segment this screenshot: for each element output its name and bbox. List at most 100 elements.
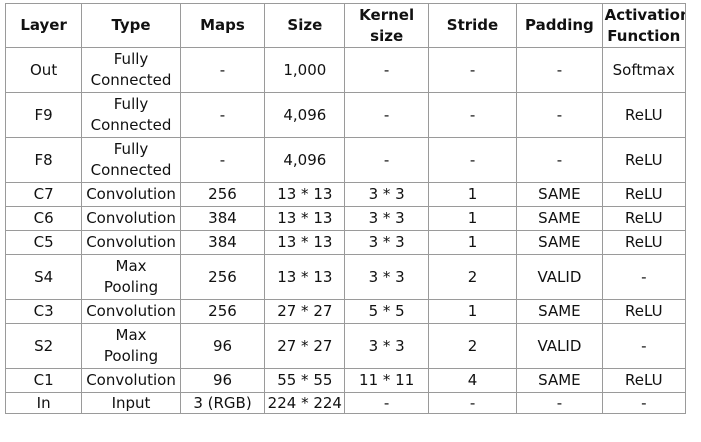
header-row: Layer Type Maps Size Kernel size Stride Padding… bbox=[4, 3, 687, 48]
cell-type-line: Max bbox=[115, 326, 147, 344]
cell-activation: - bbox=[601, 254, 687, 300]
cell-padding: SAME bbox=[516, 206, 603, 231]
cell-padding: SAME bbox=[516, 368, 603, 393]
cell-kernel: - bbox=[344, 137, 429, 183]
table-row: F9 Fully Connected -4,096- - - ReLU bbox=[4, 92, 687, 138]
column-header-stride: Stride bbox=[427, 3, 518, 48]
cell-activation: Softmax bbox=[601, 47, 687, 93]
cell-padding: SAME bbox=[516, 299, 603, 324]
cell-activation: ReLU bbox=[601, 230, 687, 255]
table-row: C6 Convolution 384 13 * 13 3 * 3 1 SAME ReLU bbox=[4, 206, 687, 231]
cell-layer: C5 bbox=[4, 230, 83, 255]
cell-type-line: Fully bbox=[113, 50, 149, 68]
cell-type: Convolution bbox=[81, 299, 181, 324]
cell-padding: - bbox=[516, 47, 603, 93]
cell-maps: 96 bbox=[179, 368, 266, 393]
table-row: F8 Fully Connected -4,096- - - ReLU bbox=[4, 137, 687, 183]
cnn-architecture-table: Layer Type Maps Size Kernel size Stride Padding… bbox=[4, 3, 687, 414]
cell-size: 13 * 13 bbox=[264, 254, 346, 300]
cell-layer: C3 bbox=[4, 299, 83, 324]
cell-stride: 1 bbox=[427, 206, 518, 231]
column-header-maps-line: Maps bbox=[200, 16, 245, 34]
table-header: Layer Type Maps Size Kernel size Stride Padding… bbox=[4, 3, 687, 48]
cell-activation: ReLU bbox=[601, 92, 687, 138]
cell-type-line: Pooling bbox=[103, 347, 159, 365]
cell-layer: C1 bbox=[4, 368, 83, 393]
table-row: Out Fully Connected -1,000- - - Softmax bbox=[4, 47, 687, 93]
cell-stride: - bbox=[427, 137, 518, 183]
column-header-type-line: Type bbox=[111, 16, 151, 34]
cell-type: Convolution bbox=[81, 182, 181, 207]
cell-stride: 4 bbox=[427, 368, 518, 393]
cell-type: Convolution bbox=[81, 368, 181, 393]
cell-stride: 1 bbox=[427, 230, 518, 255]
cell-kernel: 3 * 3 bbox=[344, 230, 429, 255]
cell-padding: SAME bbox=[516, 182, 603, 207]
cell-layer: C6 bbox=[4, 206, 83, 231]
cell-type-line: Convolution bbox=[86, 233, 176, 251]
cell-activation: ReLU bbox=[601, 299, 687, 324]
cell-padding: - bbox=[516, 137, 603, 183]
column-header-layer-line: Layer bbox=[20, 16, 67, 34]
cell-kernel: 3 * 3 bbox=[344, 206, 429, 231]
column-header-size-line: Size bbox=[287, 16, 323, 34]
cell-kernel: 3 * 3 bbox=[344, 323, 429, 369]
cell-type: Input bbox=[81, 392, 181, 414]
cell-size: 55 * 55 bbox=[264, 368, 346, 393]
cell-kernel: - bbox=[344, 47, 429, 93]
cell-activation: - bbox=[601, 392, 687, 414]
cell-kernel: 11 * 11 bbox=[344, 368, 429, 393]
cell-type-line: Connected bbox=[90, 161, 172, 179]
table-row: C7 Convolution 256 13 * 13 3 * 3 1 SAME ReLU bbox=[4, 182, 687, 207]
cell-kernel: - bbox=[344, 92, 429, 138]
column-header-padding: Padding bbox=[516, 3, 603, 48]
column-header-layer: Layer bbox=[4, 3, 83, 48]
column-header-activation-function: Activation Function bbox=[601, 3, 687, 48]
cell-type: Fully Connected bbox=[81, 92, 181, 138]
column-header-kernel-size-line: size bbox=[370, 26, 404, 45]
cell-maps: 96 bbox=[179, 323, 266, 369]
cell-activation: ReLU bbox=[601, 368, 687, 393]
cell-size: 13 * 13 bbox=[264, 230, 346, 255]
cell-type-line: Connected bbox=[90, 71, 172, 89]
table-body: Out Fully Connected -1,000- - - Softmax F9 Fully… bbox=[4, 47, 687, 414]
cell-type-line: Convolution bbox=[86, 185, 176, 203]
cell-size: 4,096 bbox=[264, 137, 346, 183]
cell-maps: 256 bbox=[179, 299, 266, 324]
cell-stride: 1 bbox=[427, 182, 518, 207]
cell-type-line: Fully bbox=[113, 95, 149, 113]
cell-maps: - bbox=[179, 92, 266, 138]
cell-stride: 2 bbox=[427, 323, 518, 369]
cell-type: Max Pooling bbox=[81, 323, 181, 369]
cell-layer: In bbox=[4, 392, 83, 414]
cell-maps: - bbox=[179, 137, 266, 183]
table-row: In Input 3 (RGB) 224 * 224- - - - bbox=[4, 392, 687, 414]
cell-padding: VALID bbox=[516, 254, 603, 300]
column-header-activation-function-line: Activation bbox=[604, 5, 686, 24]
cell-maps: 256 bbox=[179, 254, 266, 300]
cell-layer: Out bbox=[4, 47, 83, 93]
column-header-kernel-size: Kernel size bbox=[344, 3, 429, 48]
cell-size: 1,000 bbox=[264, 47, 346, 93]
cell-layer: S2 bbox=[4, 323, 83, 369]
cell-kernel: 3 * 3 bbox=[344, 254, 429, 300]
column-header-activation-function-line: Function bbox=[607, 26, 681, 45]
cell-activation: - bbox=[601, 323, 687, 369]
table-row: C5 Convolution 384 13 * 13 3 * 3 1 SAME ReLU bbox=[4, 230, 687, 255]
cell-type-line: Input bbox=[111, 394, 151, 412]
cell-type-line: Convolution bbox=[86, 302, 176, 320]
cell-type: Fully Connected bbox=[81, 137, 181, 183]
cell-type-line: Connected bbox=[90, 116, 172, 134]
cell-maps: 3 (RGB) bbox=[179, 392, 266, 414]
cell-type-line: Fully bbox=[113, 140, 149, 158]
cell-size: 13 * 13 bbox=[264, 206, 346, 231]
cell-kernel: 3 * 3 bbox=[344, 182, 429, 207]
cell-padding: VALID bbox=[516, 323, 603, 369]
column-header-type: Type bbox=[81, 3, 181, 48]
cell-type: Convolution bbox=[81, 206, 181, 231]
table-row: S4 Max Pooling 256 13 * 13 3 * 3 2 VALID - bbox=[4, 254, 687, 300]
column-header-kernel-size-line: Kernel bbox=[359, 5, 415, 24]
cell-padding: SAME bbox=[516, 230, 603, 255]
cell-layer: F8 bbox=[4, 137, 83, 183]
